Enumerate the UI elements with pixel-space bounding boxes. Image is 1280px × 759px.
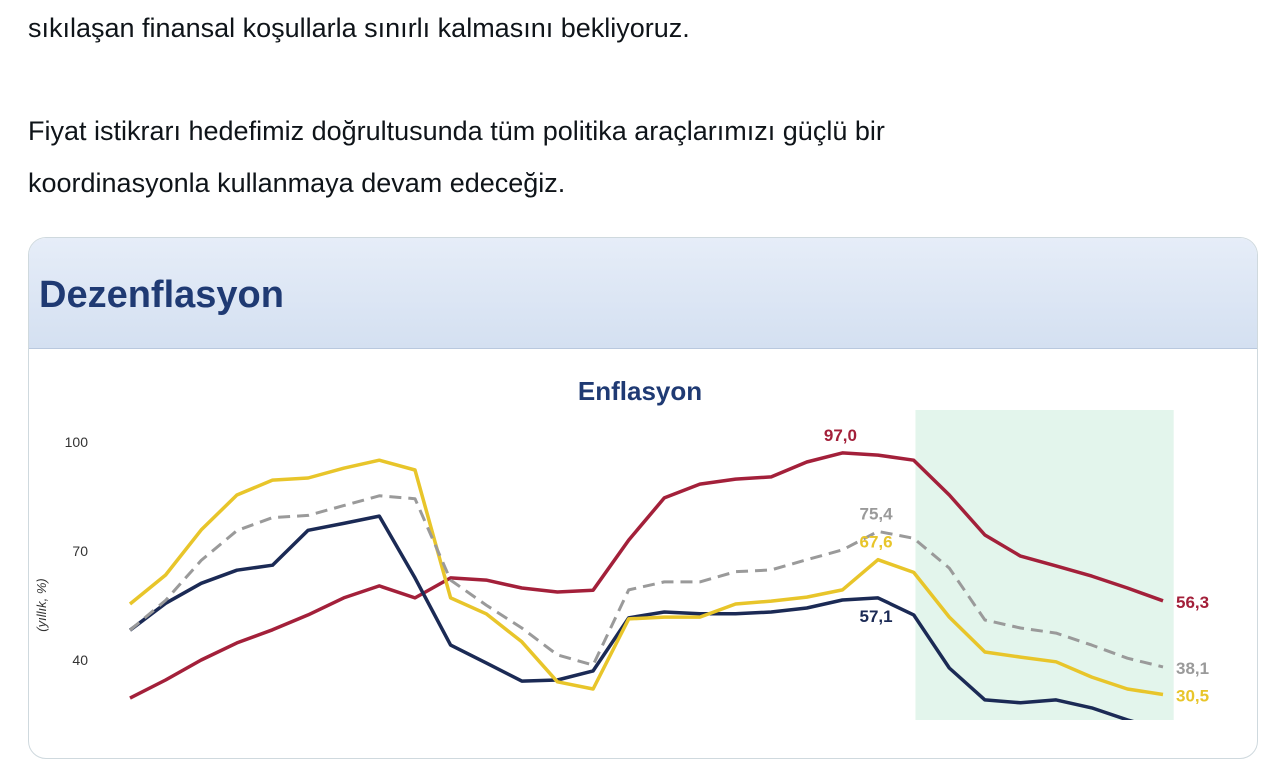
end-value-label: 30,5 xyxy=(1176,686,1209,705)
chart-title: Enflasyon xyxy=(578,376,702,406)
inflation-chart: Enflasyon (yıllık, %) 100 70 40 97,0 56,3 57… xyxy=(34,376,1209,720)
end-value-label: 38,1 xyxy=(1176,659,1209,678)
card-title: Dezenflasyon xyxy=(39,274,284,316)
shaded-forecast-region xyxy=(915,410,1174,720)
post-text-line: sıkılaşan finansal koşullarla sınırlı ka… xyxy=(28,13,690,43)
y-tick-label: 40 xyxy=(72,652,88,668)
data-label: 97,0 xyxy=(824,426,857,445)
post-text-paragraph: Fiyat istikrarı hedefimiz doğrultusunda … xyxy=(28,105,885,209)
data-label: 57,1 xyxy=(859,607,892,626)
y-axis-label: (yıllık, %) xyxy=(34,578,49,631)
y-tick-label: 70 xyxy=(72,543,88,559)
series-line xyxy=(129,494,1164,669)
post-text-line: Fiyat istikrarı hedefimiz doğrultusunda … xyxy=(28,116,885,146)
data-label: 67,6 xyxy=(859,533,892,552)
series-line xyxy=(129,451,1164,700)
data-label: 75,4 xyxy=(859,504,893,523)
y-tick-label: 100 xyxy=(65,434,89,450)
card-header xyxy=(29,238,1257,349)
series-line xyxy=(128,458,1164,697)
post-text-line: koordinasyonla kullanmaya devam edeceğiz… xyxy=(28,168,566,198)
end-value-label: 56,3 xyxy=(1176,593,1209,612)
series-line xyxy=(128,514,1135,720)
